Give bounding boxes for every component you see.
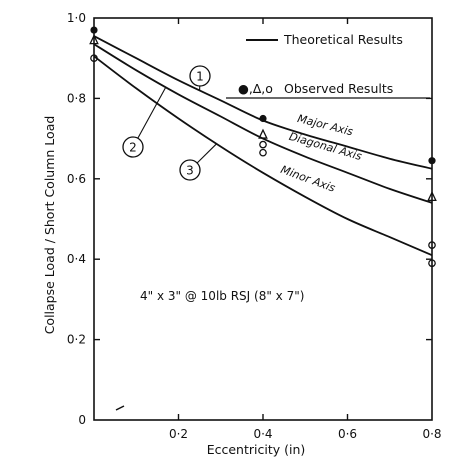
- callout-leader: [137, 86, 167, 139]
- x-tick-label: 0·8: [422, 427, 441, 441]
- callout-number: 3: [186, 164, 194, 178]
- legend: Theoretical Results ●,∆,o Observed Resul…: [226, 32, 430, 99]
- x-tick-label: 0·6: [338, 427, 357, 441]
- y-tick-label: 0·8: [67, 91, 86, 105]
- callout-circle: [122, 136, 144, 158]
- x-axis-ticks: 0·2 0·4 0·6 0·8: [169, 18, 442, 441]
- observed-point-filled: [259, 114, 267, 123]
- y-axis-ticks: 0 0·2 0·4 0·6 0·8 1·0: [67, 11, 432, 427]
- y-tick-label: 0: [78, 413, 86, 427]
- theory-curve-series-3: [93, 55, 433, 257]
- observed-point-triangle: [89, 34, 99, 45]
- x-tick-label: 0·2: [169, 427, 188, 441]
- observed-point-open: [428, 241, 436, 249]
- curve-callouts: 1 2 3: [122, 65, 217, 181]
- section-annotation: 4" x 3" @ 10lb RSJ (8" x 7"): [140, 289, 304, 303]
- curve-label-series-3: Minor Axis: [279, 163, 337, 195]
- theory-curves: [93, 35, 433, 257]
- y-tick-label: 0·4: [67, 252, 86, 266]
- observed-point-filled: [428, 157, 436, 165]
- x-axis-label: Eccentricity (in): [207, 442, 306, 457]
- observed-point-triangle: [427, 190, 437, 202]
- plot-border: [93, 17, 433, 421]
- y-tick-label: 1·0: [67, 11, 86, 25]
- theory-curve-series-2: [93, 43, 433, 204]
- observed-markers: [89, 26, 437, 268]
- observed-point-open: [259, 140, 267, 149]
- observed-point-triangle: [258, 128, 268, 139]
- legend-line-label: Theoretical Results: [283, 32, 403, 47]
- y-tick-label: 0·6: [67, 172, 86, 186]
- observed-point-open: [90, 54, 98, 63]
- y-tick-label: 0·2: [67, 333, 86, 347]
- x-tick-label: 0·4: [253, 427, 272, 441]
- callout-leader: [196, 143, 217, 164]
- callout-circle: [189, 65, 211, 87]
- legend-marker-label: Observed Results: [284, 81, 393, 96]
- stray-mark: [115, 405, 125, 411]
- observed-point-open: [259, 148, 267, 157]
- plot-frame: [93, 17, 433, 421]
- observed-point-filled: [90, 26, 98, 34]
- callout-number: 2: [129, 141, 137, 155]
- observed-point-open: [428, 259, 436, 268]
- y-axis-label: Collapse Load / Short Column Load: [42, 116, 57, 335]
- callout-circle: [179, 159, 201, 181]
- callout-number: 1: [196, 70, 204, 84]
- legend-marker-symbols: ●,∆,o: [238, 81, 273, 96]
